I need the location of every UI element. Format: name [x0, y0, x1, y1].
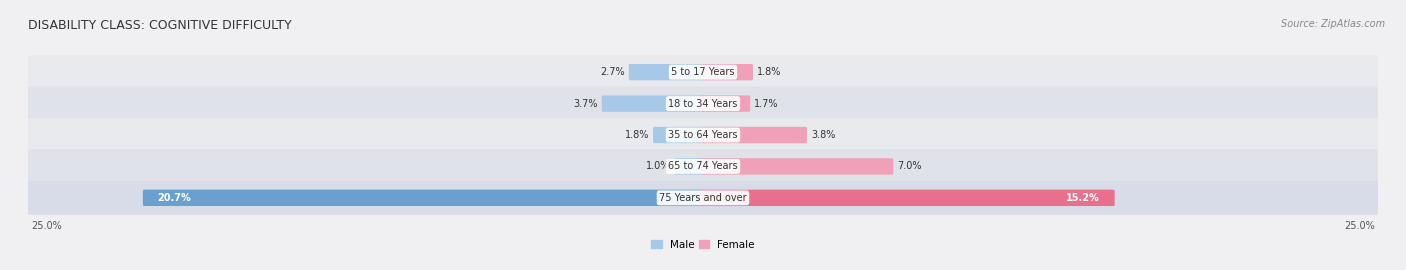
- Text: 7.0%: 7.0%: [897, 161, 922, 171]
- Text: 25.0%: 25.0%: [31, 221, 62, 231]
- Text: 5 to 17 Years: 5 to 17 Years: [671, 67, 735, 77]
- Text: 1.8%: 1.8%: [624, 130, 650, 140]
- Text: 75 Years and over: 75 Years and over: [659, 193, 747, 203]
- Text: 15.2%: 15.2%: [1066, 193, 1099, 203]
- FancyBboxPatch shape: [675, 158, 704, 175]
- Text: 3.7%: 3.7%: [574, 99, 598, 109]
- Text: 20.7%: 20.7%: [157, 193, 191, 203]
- Text: DISABILITY CLASS: COGNITIVE DIFFICULTY: DISABILITY CLASS: COGNITIVE DIFFICULTY: [28, 19, 292, 32]
- Text: 3.8%: 3.8%: [811, 130, 835, 140]
- Text: 35 to 64 Years: 35 to 64 Years: [668, 130, 738, 140]
- Legend: Male, Female: Male, Female: [647, 236, 759, 254]
- FancyBboxPatch shape: [602, 95, 704, 112]
- FancyBboxPatch shape: [628, 64, 704, 80]
- FancyBboxPatch shape: [143, 190, 704, 206]
- FancyBboxPatch shape: [27, 150, 1379, 183]
- Text: 2.7%: 2.7%: [600, 67, 624, 77]
- Text: 1.8%: 1.8%: [756, 67, 782, 77]
- Text: 25.0%: 25.0%: [1344, 221, 1375, 231]
- FancyBboxPatch shape: [27, 55, 1379, 89]
- FancyBboxPatch shape: [27, 181, 1379, 215]
- FancyBboxPatch shape: [27, 118, 1379, 152]
- Text: 1.7%: 1.7%: [754, 99, 779, 109]
- FancyBboxPatch shape: [702, 64, 754, 80]
- Text: 1.0%: 1.0%: [647, 161, 671, 171]
- FancyBboxPatch shape: [702, 95, 751, 112]
- Text: 18 to 34 Years: 18 to 34 Years: [668, 99, 738, 109]
- FancyBboxPatch shape: [702, 127, 807, 143]
- FancyBboxPatch shape: [702, 190, 1115, 206]
- FancyBboxPatch shape: [652, 127, 704, 143]
- Text: 65 to 74 Years: 65 to 74 Years: [668, 161, 738, 171]
- Text: Source: ZipAtlas.com: Source: ZipAtlas.com: [1281, 19, 1385, 29]
- FancyBboxPatch shape: [702, 158, 893, 175]
- FancyBboxPatch shape: [27, 87, 1379, 120]
